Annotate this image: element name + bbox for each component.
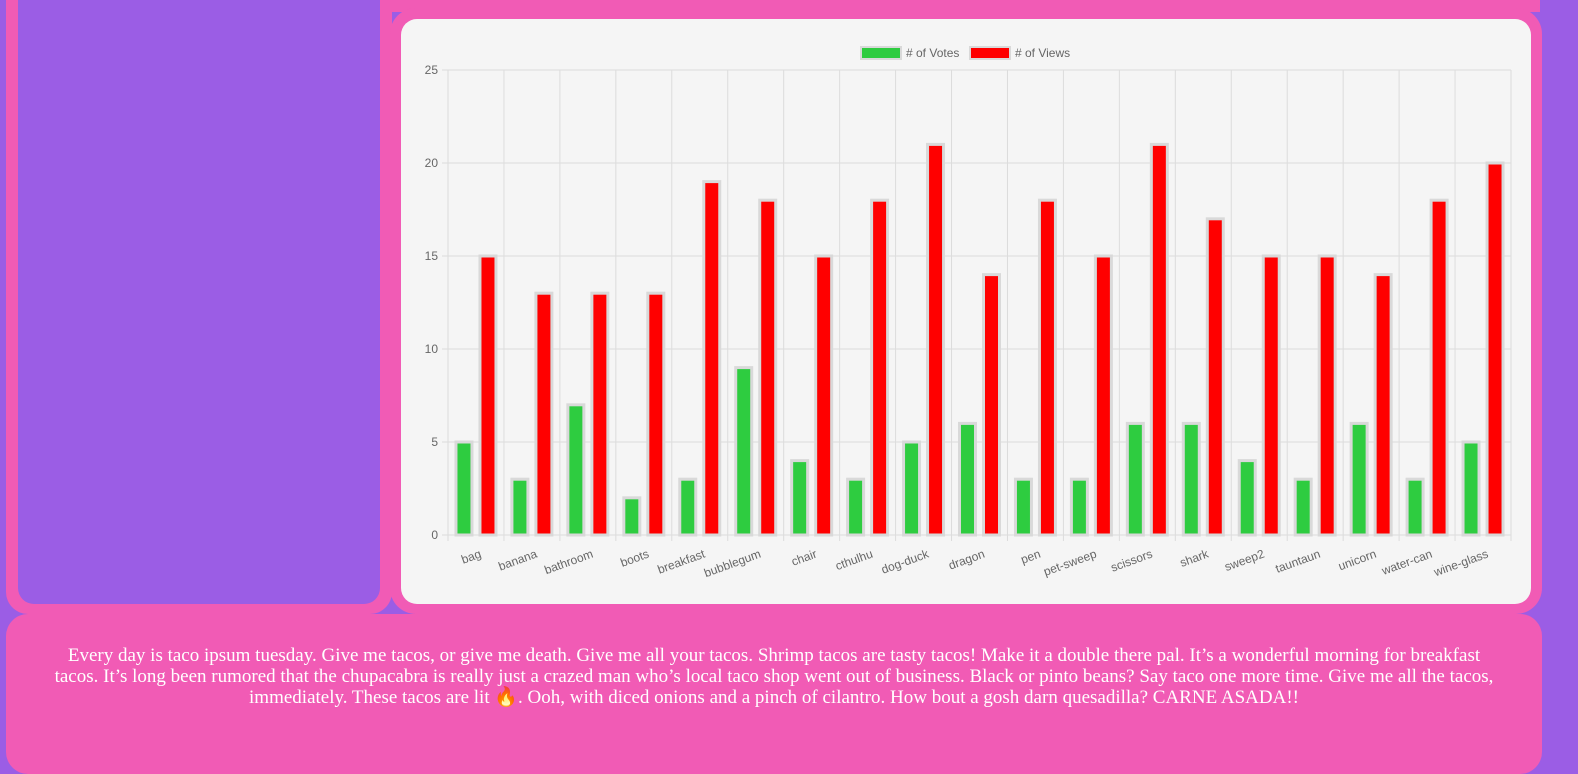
x-tick-label: shark [1178,546,1211,570]
views-bar [646,291,666,537]
views-bar [1037,198,1057,537]
votes-bar [678,477,698,537]
bars [454,142,1505,537]
votes-bar [1237,459,1257,537]
votes-bar [622,496,642,537]
votes-bar [510,477,530,537]
y-tick-label: 20 [425,156,439,170]
legend-item-votes[interactable]: # of Votes [860,46,959,60]
votes-bar [790,459,810,537]
x-tick-label: cthulhu [833,547,874,573]
legend-label: # of Views [1015,46,1070,60]
views-bar [870,198,890,537]
legend-swatch [860,46,902,60]
views-bar [1261,254,1281,537]
votes-bar [1405,477,1425,537]
votes-bar [1461,440,1481,537]
views-bar [702,180,722,537]
views-bar [758,198,778,537]
views-bar [1485,161,1505,537]
y-tick-label: 5 [431,435,438,449]
chart-card: 0 5 10 15 20 25 bag banana bathroom boots breakfas… [401,19,1531,604]
x-tick-label: unicorn [1336,547,1378,574]
views-bar [478,254,498,537]
x-tick-label: pen [1019,547,1043,567]
x-tick-label: boots [618,547,650,570]
y-tick-label: 0 [431,528,438,542]
votes-bar [1013,477,1033,537]
x-tick-label: pet-sweep [1042,547,1099,579]
votes-bar [1125,421,1145,537]
bar-chart: 0 5 10 15 20 25 bag banana bathroom boots breakfas… [425,46,1512,580]
x-tick-label: bathroom [542,547,594,577]
views-bar [1317,254,1337,537]
views-bar [590,291,610,537]
x-tick-label: tauntaun [1274,547,1323,576]
votes-bar [902,440,922,537]
x-tick-label: water-can [1379,547,1434,579]
x-tick-label: sweep2 [1223,547,1267,574]
x-tick-label: scissors [1109,547,1155,575]
legend-swatch [969,46,1011,60]
views-bar [1149,142,1169,537]
votes-bar [958,421,977,537]
views-bar [926,142,946,537]
left-panel [18,0,380,604]
views-bar [1093,254,1113,537]
views-bar [814,254,834,537]
views-bar [982,273,1001,537]
x-tick-label: banana [497,547,540,574]
legend[interactable]: # of Votes # of Views [860,46,1070,60]
x-tick-label: dog-duck [879,546,931,576]
y-tick-label: 25 [425,63,439,77]
legend-label: # of Votes [906,46,959,60]
views-bar [1205,217,1225,537]
x-tick-label: bag [459,547,483,567]
x-tick-label: bubblegum [702,547,763,580]
views-bar [1373,273,1393,537]
views-bar [1429,198,1449,537]
footer: Every day is taco ipsum tuesday. Give me… [6,614,1542,774]
votes-bar [454,440,474,537]
views-bar [534,291,554,537]
votes-bar [846,477,866,537]
votes-bar [566,403,586,537]
x-tick-label: breakfast [656,546,708,576]
x-tick-label: dragon [947,547,987,573]
votes-bar [1069,477,1089,537]
votes-bar [1349,421,1369,537]
y-tick-label: 10 [425,342,439,356]
x-tick-label: wine-glass [1431,547,1490,580]
y-tick-label: 15 [425,249,439,263]
legend-item-views[interactable]: # of Views [969,46,1070,60]
votes-bar [1293,477,1313,537]
votes-bar [1181,421,1201,537]
footer-text: Every day is taco ipsum tuesday. Give me… [54,645,1494,708]
x-tick-label: chair [789,547,818,569]
grid-lines [442,69,1512,541]
votes-bar [734,366,754,537]
